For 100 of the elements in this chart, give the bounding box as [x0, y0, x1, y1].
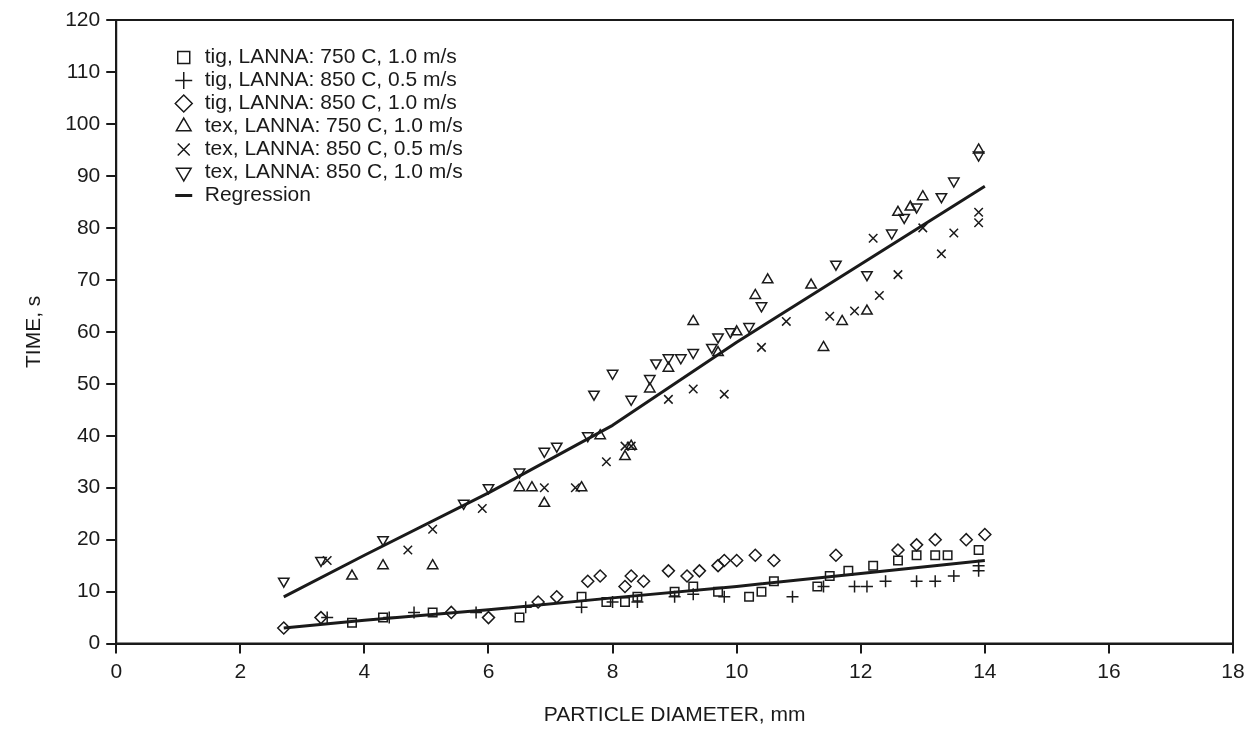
x-axis-title: PARTICLE DIAMETER, mm: [543, 702, 806, 726]
point: [891, 543, 905, 557]
point: [972, 151, 985, 162]
x-tick-label: 18: [1221, 659, 1245, 682]
y-axis-title: TIME, s: [21, 295, 45, 368]
point: [588, 390, 600, 401]
legend-label: tex, LANNA: 850 C, 1.0 m/s: [204, 159, 463, 183]
point: [320, 610, 334, 625]
point: [744, 591, 755, 602]
legend-label: tig, LANNA: 750 C, 1.0 m/s: [204, 44, 457, 68]
point: [768, 576, 779, 587]
point: [781, 316, 792, 327]
point: [531, 595, 545, 609]
point: [959, 532, 973, 547]
point: [346, 569, 358, 580]
point: [909, 538, 924, 552]
point: [719, 389, 730, 400]
point: [426, 558, 439, 570]
point: [632, 591, 643, 602]
y-tick-label: 50: [76, 370, 101, 394]
y-tick-label: 60: [76, 318, 101, 342]
point: [761, 273, 774, 284]
point: [868, 233, 879, 244]
point: [743, 322, 756, 334]
point: [636, 574, 651, 588]
y-tick-label: 120: [65, 6, 101, 30]
x-tick-label: 4: [358, 659, 371, 682]
point: [619, 441, 630, 452]
point: [481, 610, 496, 625]
point: [687, 348, 700, 360]
point: [767, 553, 781, 568]
legend-label: tig, LANNA: 850 C, 0.5 m/s: [204, 67, 457, 91]
point: [514, 612, 525, 623]
y-tick-label: 100: [65, 110, 101, 134]
point: [928, 532, 942, 547]
point: [755, 302, 768, 313]
point: [625, 395, 638, 407]
point: [630, 595, 645, 609]
point: [322, 555, 333, 566]
point: [606, 369, 619, 381]
point: [378, 612, 389, 623]
point: [824, 311, 835, 322]
point: [885, 229, 898, 240]
point: [756, 342, 767, 353]
point: [935, 192, 948, 204]
legend-label: Regression: [204, 182, 311, 206]
point: [868, 560, 879, 571]
point: [860, 579, 874, 594]
point: [314, 610, 328, 625]
point: [917, 222, 928, 233]
y-tick-label: 0: [88, 630, 101, 654]
point: [898, 213, 911, 225]
point: [892, 205, 904, 217]
point: [538, 447, 551, 459]
point: [892, 269, 903, 280]
point: [619, 449, 631, 461]
point: [942, 550, 953, 561]
point: [843, 565, 854, 576]
point: [749, 288, 762, 300]
point: [805, 278, 818, 289]
point: [824, 571, 835, 582]
point: [936, 248, 947, 259]
point: [973, 545, 984, 556]
point: [892, 555, 903, 566]
legend-label: tig, LANNA: 850 C, 1.0 m/s: [204, 90, 457, 114]
point: [427, 607, 438, 618]
point: [911, 550, 922, 561]
point: [748, 548, 763, 563]
point: [347, 617, 357, 628]
point: [729, 553, 744, 568]
point: [513, 468, 526, 479]
point: [643, 374, 656, 386]
point: [581, 431, 594, 443]
point: [669, 586, 680, 597]
point: [756, 586, 767, 597]
point: [829, 260, 842, 271]
point: [947, 177, 960, 188]
point: [650, 359, 662, 370]
point: [402, 545, 413, 556]
point: [730, 325, 743, 336]
x-tick-label: 0: [110, 659, 123, 682]
x-tick-label: 16: [1097, 659, 1121, 682]
point: [513, 480, 526, 492]
point: [663, 394, 674, 405]
point: [576, 591, 587, 602]
point: [692, 564, 707, 578]
point: [570, 482, 581, 493]
y-tick-label: 30: [76, 474, 101, 498]
point: [878, 574, 893, 588]
point: [575, 480, 588, 492]
point: [812, 581, 823, 592]
point: [910, 203, 923, 214]
point: [861, 270, 873, 282]
x-tick-label: 12: [849, 659, 873, 682]
point: [904, 200, 917, 211]
y-tick-label: 110: [66, 58, 101, 82]
x-tick-label: 6: [482, 659, 495, 682]
point: [277, 577, 290, 588]
point: [525, 480, 538, 492]
point: [574, 600, 589, 614]
